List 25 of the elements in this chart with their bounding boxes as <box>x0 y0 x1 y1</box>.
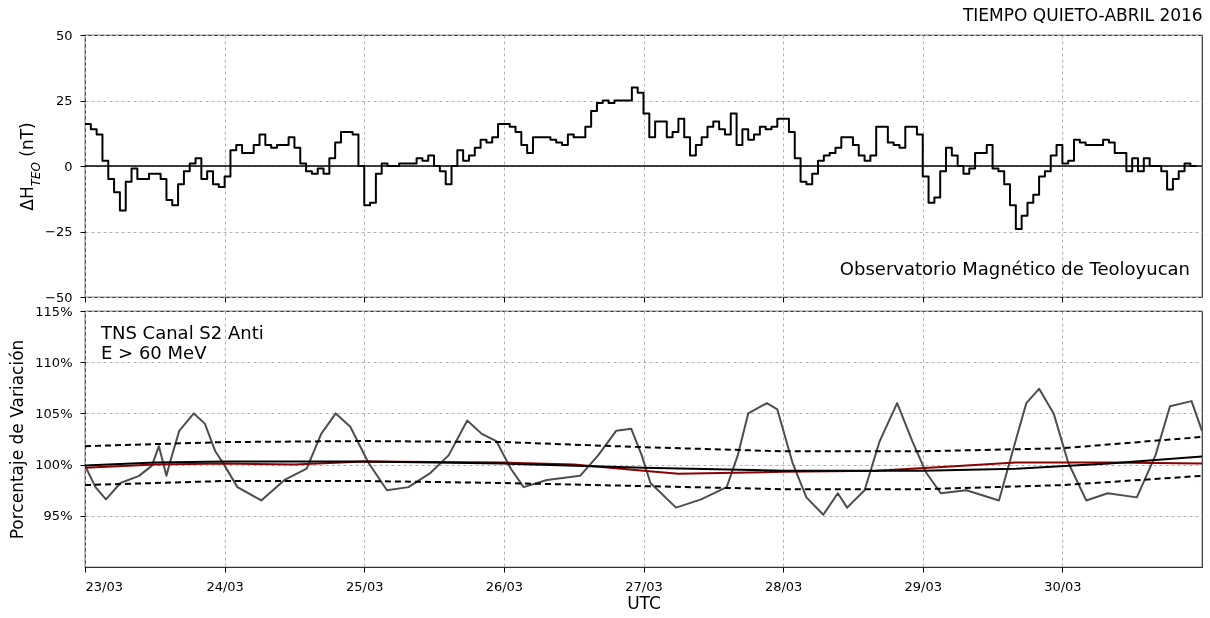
x-tick-label: 24/03 <box>206 578 244 594</box>
y-tick-label: 100% <box>35 457 73 473</box>
y-tick-label: −25 <box>45 224 73 239</box>
annotation: TNS Canal S2 Anti E > 60 MeV <box>100 322 264 363</box>
x-tick-label: 27/03 <box>625 578 663 594</box>
y-tick-label: −50 <box>45 289 73 305</box>
y-tick-label: 110% <box>35 354 73 370</box>
line-series <box>85 474 1202 491</box>
x-tick-label: 25/03 <box>346 578 384 594</box>
annotation: Observatorio Magnético de Teoloyucan <box>839 258 1190 279</box>
y-tick-label: 0 <box>64 158 73 174</box>
y-tick-label: 115% <box>35 303 73 319</box>
chart-title: TIEMPO QUIETO-ABRIL 2016 <box>961 5 1203 25</box>
y-tick-label: 25 <box>55 93 73 108</box>
y-axis-title: Porcentaje de Variación <box>7 339 28 540</box>
line-series <box>85 435 1202 453</box>
x-tick-label: 28/03 <box>764 578 803 594</box>
y-tick-label: 95% <box>43 508 73 524</box>
y-tick-label: 105% <box>35 405 73 421</box>
x-tick-label: 26/03 <box>485 578 524 594</box>
x-axis-title: UTC <box>627 592 661 613</box>
y-tick-label: 50 <box>55 27 73 43</box>
x-tick-label: 23/03 <box>85 578 123 594</box>
x-tick-label: 30/03 <box>1044 578 1082 594</box>
x-tick-label: 29/03 <box>904 578 942 594</box>
